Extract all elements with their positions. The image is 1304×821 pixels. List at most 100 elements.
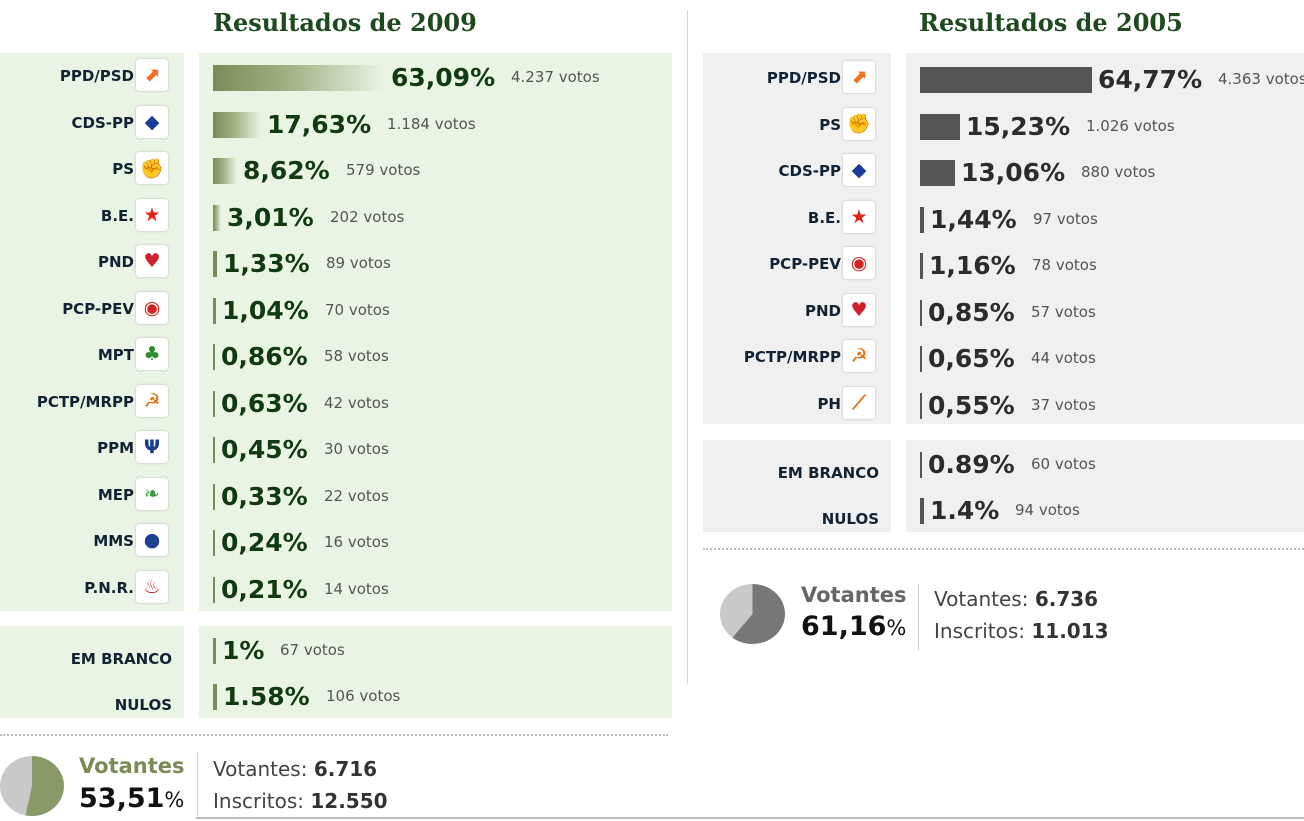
result-row: 1.58% 106 votos bbox=[199, 672, 672, 718]
party-row: PCP-PEV ◉ bbox=[0, 286, 184, 332]
cds-icon: ◆ bbox=[843, 154, 875, 186]
party-row: MPT ♣ bbox=[0, 332, 184, 378]
party-name: PCP-PEV bbox=[769, 255, 841, 273]
party-name: PND bbox=[98, 253, 134, 271]
result-votes: 30 votos bbox=[324, 440, 389, 458]
party-name: PCTP/MRPP bbox=[36, 392, 134, 411]
result-bar bbox=[213, 638, 216, 664]
be-star-icon: ★ bbox=[843, 200, 875, 233]
result-percent: 0,65% bbox=[928, 344, 1015, 373]
bottom-rule bbox=[196, 817, 1304, 819]
result-percent: 0,45% bbox=[221, 435, 308, 464]
result-percent: 8,62% bbox=[243, 156, 330, 185]
ppm-trident-icon: Ψ bbox=[136, 431, 168, 463]
blank-null-names-panel-2009: EM BRANCO NULOS bbox=[0, 626, 184, 718]
result-votes: 22 votos bbox=[324, 486, 389, 505]
result-row: 8,62% 579 votos bbox=[199, 146, 672, 192]
result-votes: 67 votos bbox=[280, 641, 345, 659]
party-row: EM BRANCO bbox=[703, 442, 891, 488]
result-bar bbox=[213, 684, 217, 710]
result-percent: 1.4% bbox=[930, 496, 1000, 525]
results-2009-title: Resultados de 2009 bbox=[213, 8, 477, 37]
party-names-panel-2005: PPD/PSD ⬈ PS ✊ CDS-PP ◆ B.E. ★ PCP-PEV ◉ PND ♥ PCTP/… bbox=[703, 53, 891, 424]
result-bar bbox=[213, 297, 216, 324]
ps-fist-icon: ✊ bbox=[843, 107, 875, 140]
party-name: MEP bbox=[97, 485, 134, 504]
registered-stat: Inscritos: 12.550 bbox=[213, 789, 388, 813]
result-bar bbox=[920, 346, 922, 372]
party-row: P.N.R. ♨ bbox=[0, 565, 184, 611]
result-votes: 4.363 votos bbox=[1218, 70, 1304, 88]
result-percent: 0,24% bbox=[221, 528, 308, 557]
mms-icon: ● bbox=[136, 524, 168, 556]
party-name: CDS-PP bbox=[778, 162, 841, 180]
party-row: PCP-PEV ◉ bbox=[703, 241, 891, 287]
result-bar bbox=[213, 437, 215, 463]
result-bar bbox=[920, 206, 924, 233]
result-bar bbox=[920, 113, 960, 140]
blank-null-results-panel-2009: 1% 67 votos 1.58% 106 votos bbox=[199, 626, 672, 718]
column-divider bbox=[687, 10, 688, 684]
result-votes: 16 votos bbox=[324, 533, 389, 551]
result-percent: 0,21% bbox=[221, 574, 308, 604]
mpt-clover-icon: ♣ bbox=[136, 338, 168, 370]
result-votes: 97 votos bbox=[1033, 209, 1098, 228]
psd-arrow-icon: ⬈ bbox=[843, 61, 875, 93]
party-results-panel-2009: 63,09% 4.237 votos 17,63% 1.184 votos 8,62% 5… bbox=[199, 53, 672, 611]
result-votes: 202 votos bbox=[330, 207, 405, 226]
result-row: 15,23% 1.026 votos bbox=[906, 102, 1304, 148]
result-bar bbox=[213, 251, 217, 277]
turnout-percent: 53,51% bbox=[79, 783, 185, 814]
result-votes: 44 votos bbox=[1031, 349, 1096, 367]
party-row: CDS-PP ◆ bbox=[703, 148, 891, 194]
result-row: 0,55% 37 votos bbox=[906, 381, 1304, 427]
result-bar bbox=[213, 390, 215, 417]
result-percent: 15,23% bbox=[966, 111, 1071, 141]
party-name: P.N.R. bbox=[84, 578, 134, 597]
divider-dotted-2009 bbox=[0, 734, 668, 736]
result-row: 0,21% 14 votos bbox=[199, 565, 672, 611]
result-votes: 89 votos bbox=[326, 254, 391, 272]
party-row: PPD/PSD ⬈ bbox=[0, 53, 184, 99]
party-row: PCTP/MRPP ☭ bbox=[0, 379, 184, 425]
be-star-icon: ★ bbox=[136, 198, 168, 231]
result-percent: 1,16% bbox=[929, 251, 1016, 280]
result-bar bbox=[920, 498, 924, 524]
party-name: NULOS bbox=[114, 696, 172, 714]
ps-fist-icon: ✊ bbox=[136, 152, 168, 184]
result-votes: 57 votos bbox=[1031, 302, 1096, 321]
result-bar bbox=[213, 158, 237, 184]
result-bar bbox=[213, 530, 215, 556]
pnd-heart-icon: ♥ bbox=[136, 245, 168, 277]
party-row: PH ⟋ bbox=[703, 381, 891, 427]
turnout-label: Votantes bbox=[801, 583, 907, 607]
result-row: 0,65% 44 votos bbox=[906, 334, 1304, 380]
party-name: MPT bbox=[97, 346, 134, 364]
result-votes: 14 votos bbox=[324, 579, 389, 598]
result-row: 0,24% 16 votos bbox=[199, 518, 672, 564]
result-row: 17,63% 1.184 votos bbox=[199, 100, 672, 146]
registered-stat: Inscritos: 11.013 bbox=[934, 619, 1109, 643]
result-row: 1,33% 89 votos bbox=[199, 239, 672, 285]
party-name: CDS-PP bbox=[71, 113, 134, 132]
result-bar bbox=[920, 253, 923, 279]
turnout-pie-chart bbox=[720, 584, 785, 644]
result-percent: 17,63% bbox=[267, 109, 372, 139]
result-percent: 1% bbox=[222, 636, 265, 665]
result-percent: 0,85% bbox=[928, 297, 1015, 327]
result-bar bbox=[920, 392, 922, 419]
pcp-pev-icon: ◉ bbox=[136, 291, 168, 324]
party-name: PPD/PSD bbox=[59, 67, 134, 85]
result-row: 1,16% 78 votos bbox=[906, 241, 1304, 287]
voters-stat: Votantes: 6.716 bbox=[213, 757, 378, 781]
result-percent: 0,86% bbox=[221, 342, 308, 371]
result-row: 64,77% 4.363 votos bbox=[906, 55, 1304, 101]
party-name: B.E. bbox=[807, 208, 841, 227]
result-votes: 42 votos bbox=[324, 393, 389, 412]
result-row: 0,85% 57 votos bbox=[906, 288, 1304, 334]
result-bar bbox=[920, 452, 922, 478]
pcp-pev-icon: ◉ bbox=[843, 247, 875, 279]
party-row: PND ♥ bbox=[0, 239, 184, 285]
party-name: EM BRANCO bbox=[777, 464, 879, 482]
party-name: PS bbox=[112, 160, 134, 178]
